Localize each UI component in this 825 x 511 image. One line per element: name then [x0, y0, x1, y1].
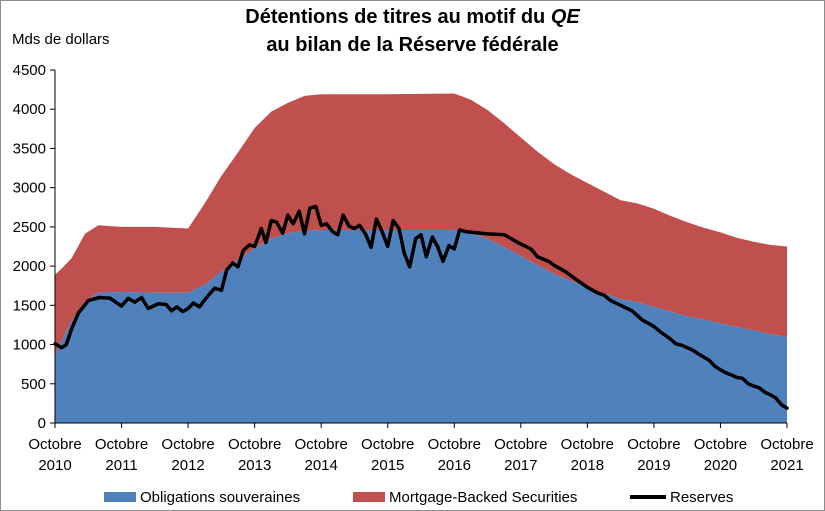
x-tick-label-year: 2014	[304, 457, 337, 474]
y-tick-label: 500	[21, 376, 46, 393]
mbs-area	[55, 93, 787, 357]
x-tick-label-year: 2012	[171, 457, 204, 474]
x-tick-label-year: 2015	[371, 457, 404, 474]
x-tick-label-month: Octobre	[28, 436, 81, 453]
y-axis-unit-label: Mds de dollars	[12, 31, 110, 48]
y-tick-label: 0	[38, 415, 46, 432]
x-tick-label-month: Octobre	[161, 436, 214, 453]
y-tick-label: 4000	[13, 101, 46, 118]
x-tick-label-month: Octobre	[760, 436, 813, 453]
x-tick-label-month: Octobre	[561, 436, 614, 453]
x-tick-label-year: 2019	[637, 457, 670, 474]
x-tick-label-year: 2013	[238, 457, 271, 474]
x-tick-label-year: 2018	[571, 457, 604, 474]
y-tick-label: 1500	[13, 297, 46, 314]
y-tick-label: 4500	[13, 62, 46, 79]
chart-title-line-2: au bilan de la Réserve fédérale	[266, 34, 559, 56]
y-tick-label: 1000	[13, 337, 46, 354]
sovereign-area	[55, 230, 787, 423]
x-tick-label-month: Octobre	[228, 436, 281, 453]
legend-swatch-reserves	[630, 495, 666, 499]
x-tick-label-year: 2021	[770, 457, 803, 474]
chart-title-qe: QE	[550, 6, 580, 28]
y-tick-label: 3500	[13, 140, 46, 157]
y-tick-label: 3000	[13, 180, 46, 197]
legend-label-sov: Obligations souveraines	[140, 488, 301, 506]
x-tick-label-year: 2016	[438, 457, 471, 474]
legend-label-reserves: Reserves	[670, 488, 734, 506]
x-tick-label-month: Octobre	[494, 436, 547, 453]
chart-title-text: Détentions de titres au motif du	[245, 6, 551, 28]
y-tick-label: 2000	[13, 258, 46, 275]
x-tick-label-month: Octobre	[428, 436, 481, 453]
x-tick-label-month: Octobre	[694, 436, 747, 453]
legend-item-mbs: Mortgage-Backed Securities	[353, 488, 577, 506]
x-tick-label-year: 2020	[704, 457, 737, 474]
legend-swatch-sov	[104, 492, 136, 502]
x-tick-label-year: 2017	[504, 457, 537, 474]
x-tick-label-month: Octobre	[361, 436, 414, 453]
reserves-line	[53, 204, 789, 410]
x-tick-label-month: Octobre	[95, 436, 148, 453]
legend-item-reserves: Reserves	[630, 488, 733, 506]
x-tick-label-year: 2011	[105, 457, 137, 474]
x-tick-label-year: 2010	[38, 457, 71, 474]
legend-label-mbs: Mortgage-Backed Securities	[389, 488, 578, 506]
chart-title-line-1: Détentions de titres au motif du QE	[0, 6, 825, 29]
x-tick-label-month: Octobre	[295, 436, 348, 453]
y-tick-label: 2500	[13, 219, 46, 236]
legend-item-sov: Obligations souveraines	[104, 488, 300, 506]
x-tick-label-month: Octobre	[627, 436, 680, 453]
legend-swatch-mbs	[353, 492, 385, 502]
